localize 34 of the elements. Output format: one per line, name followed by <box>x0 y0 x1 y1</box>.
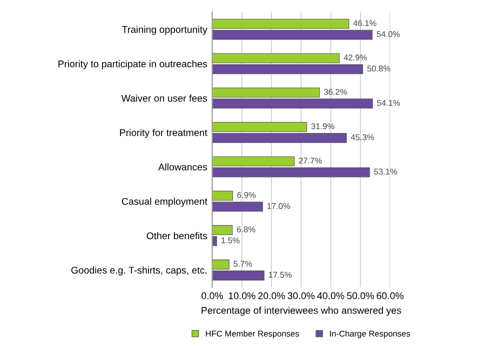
data-label: 53.1% <box>374 168 398 175</box>
x-tick-label: 30.0% <box>288 292 315 300</box>
x-tick-label: 50.0% <box>347 292 374 300</box>
data-label: 36.2% <box>324 88 348 95</box>
data-label: 31.9% <box>311 123 334 130</box>
x-tick-label: 60.0% <box>376 292 404 300</box>
x-axis-title: Percentage of interviewees who answered yes <box>202 306 402 316</box>
x-tick-label: 0.0% <box>202 292 223 300</box>
data-label: 27.7% <box>298 158 322 164</box>
y-tick-label: Waiver on user fees <box>121 94 208 102</box>
y-tick-label: Goodies e.g. T-shirts, caps, etc. <box>71 266 206 276</box>
legend-label: In-Charge Responses <box>330 330 410 338</box>
data-label: 17.5% <box>268 272 292 278</box>
data-label: 17.0% <box>267 203 290 209</box>
y-tick-label: Other benefits <box>146 232 208 240</box>
y-tick-label: Casual employment <box>122 198 208 207</box>
data-label: 6.9% <box>237 192 256 198</box>
data-label: 1.5% <box>221 237 240 244</box>
x-tick-label: 10.0% <box>228 292 256 300</box>
y-tick-label: Allowances <box>158 163 208 170</box>
data-label: 54.1% <box>377 100 400 106</box>
y-tick-label: Training opportunity <box>122 26 208 35</box>
legend-label: HFC Member Responses <box>206 330 299 338</box>
data-label: 50.8% <box>367 66 390 72</box>
data-label: 54.0% <box>376 31 400 38</box>
data-label: 5.7% <box>234 260 252 267</box>
data-label: 46.1% <box>353 20 376 26</box>
x-tick-label: 20.0% <box>258 292 285 300</box>
y-tick-label: Priority to participate in outreaches <box>58 60 208 70</box>
y-tick-label: Priority for treatment <box>120 128 208 138</box>
data-label: 42.9% <box>344 54 367 60</box>
x-tick-label: 40.0% <box>317 292 344 300</box>
data-label: 45.3% <box>350 134 374 140</box>
data-label: 6.8% <box>236 226 256 232</box>
